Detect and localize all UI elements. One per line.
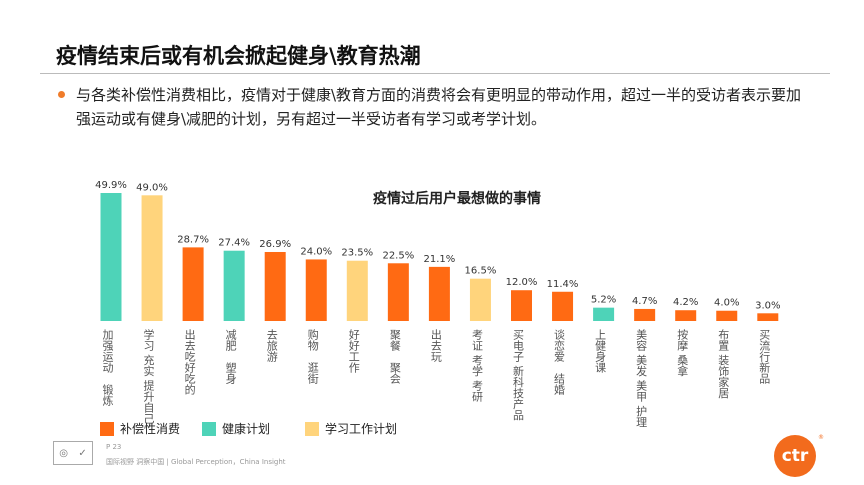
category-label: 出去吃好吃的 <box>183 329 197 395</box>
category-label: 考证 考学 考研 <box>470 329 484 402</box>
bar <box>264 251 286 321</box>
bar <box>511 290 532 321</box>
legend-item-study: 学习工作计划 <box>305 420 397 437</box>
bar <box>100 193 122 321</box>
page-number: P 23 <box>106 443 122 451</box>
bar <box>675 310 697 321</box>
data-label: 5.2% <box>591 295 616 306</box>
logo-text: ctr <box>781 446 809 466</box>
category-label: 去旅游 <box>265 329 279 362</box>
bar <box>141 195 163 321</box>
category-label: 布置 装饰家居 <box>716 329 730 399</box>
bar <box>716 310 738 321</box>
legend-swatch <box>202 421 216 436</box>
legend-label: 健康计划 <box>222 422 271 436</box>
page-title: 疫情结束后或有机会掀起健身\教育热潮 <box>56 44 421 68</box>
data-label: 4.2% <box>673 297 698 308</box>
data-label: 49.0% <box>136 182 168 193</box>
category-label: 购物 逛街 <box>306 329 320 384</box>
category-label: 学习 充实 提升自己 <box>142 329 156 424</box>
certification-logo: ◎ ✓ <box>53 441 93 465</box>
bar <box>634 308 656 321</box>
bar <box>182 247 204 321</box>
data-label: 12.0% <box>506 277 538 288</box>
registered-mark: ® <box>818 434 824 441</box>
legend-item-comp: 补偿性消费 <box>100 420 180 437</box>
data-label: 27.4% <box>218 238 250 249</box>
bar <box>305 259 327 321</box>
legend-item-health: 健康计划 <box>202 420 270 437</box>
bullet-icon <box>58 91 65 98</box>
footer-tagline: 国际视野 洞察中国 | Global Perception，China Insi… <box>106 458 286 466</box>
category-label: 买电子 新科技产品 <box>511 329 525 421</box>
bar <box>223 250 245 321</box>
category-label: 美容 美发 美甲 护理 <box>634 329 648 428</box>
ctr-logo: ctr <box>774 435 816 477</box>
data-label: 16.5% <box>465 266 497 277</box>
data-label: 3.0% <box>755 300 780 311</box>
data-label: 21.1% <box>424 254 456 265</box>
bar <box>346 260 368 321</box>
category-label: 好好工作 <box>347 329 361 373</box>
legend-swatch <box>305 421 319 436</box>
data-label: 4.7% <box>632 296 657 307</box>
bar <box>428 266 450 321</box>
description: 与各类补偿性消费相比，疫情对于健康\教育方面的消费将会有更明显的带动作用，超过一… <box>76 86 802 128</box>
category-label: 按摩 桑拿 <box>675 329 689 377</box>
data-label: 22.5% <box>382 250 414 261</box>
legend-swatch <box>100 421 114 436</box>
data-label: 49.9% <box>95 180 127 191</box>
bar <box>387 263 409 321</box>
bar <box>757 313 779 321</box>
legend-label: 学习工作计划 <box>325 422 398 436</box>
category-label: 加强运动 锻炼 <box>101 329 114 406</box>
bar <box>552 291 574 321</box>
category-label: 聚餐 聚会 <box>388 329 402 384</box>
category-label: 谈恋爱 结婚 <box>552 329 566 395</box>
bar <box>593 307 615 321</box>
legend-label: 补偿性消费 <box>120 422 181 436</box>
category-label: 减肥 塑身 <box>224 329 238 384</box>
bar <box>469 278 491 321</box>
category-label: 出去玩 <box>429 329 443 362</box>
data-label: 26.9% <box>259 239 291 250</box>
data-label: 11.4% <box>547 279 579 290</box>
category-label: 上健身课 <box>593 329 607 373</box>
chart-title: 疫情过后用户最想做的事情 <box>373 191 541 207</box>
category-label: 买流行新品 <box>757 329 771 384</box>
title-divider <box>40 73 830 74</box>
data-label: 28.7% <box>177 234 209 245</box>
data-label: 23.5% <box>341 248 373 259</box>
data-label: 24.0% <box>300 246 332 257</box>
data-label: 4.0% <box>714 298 739 309</box>
